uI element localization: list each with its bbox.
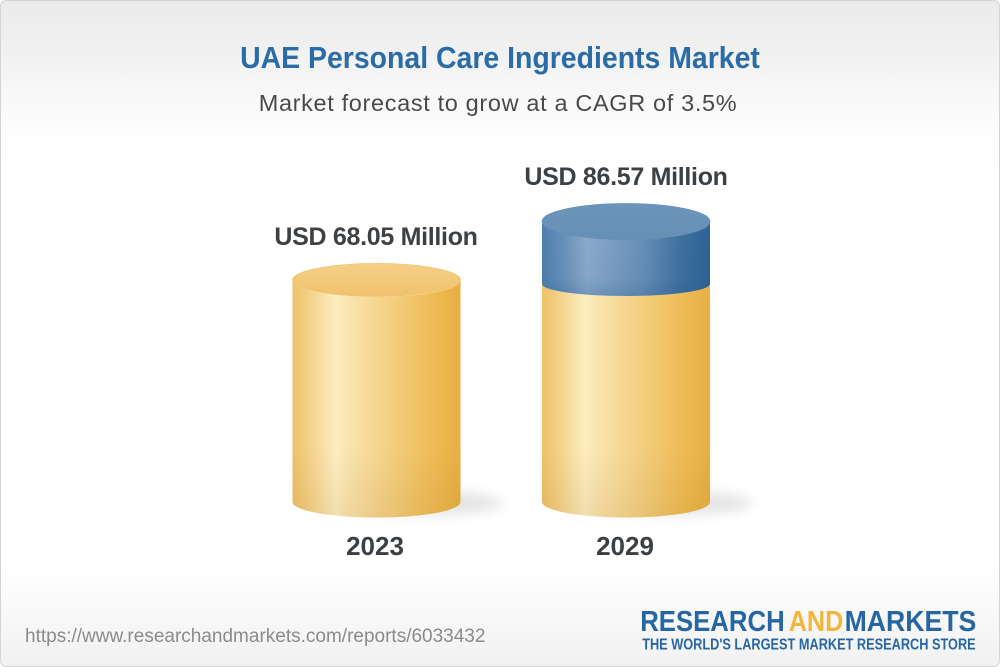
svg-text:THE WORLD'S LARGEST MARKET RES: THE WORLD'S LARGEST MARKET RESEARCH STOR… [642,637,976,654]
svg-text:AND: AND [789,606,844,638]
svg-text:MARKETS: MARKETS [845,606,977,638]
svg-text:RESEARCH: RESEARCH [640,606,785,638]
